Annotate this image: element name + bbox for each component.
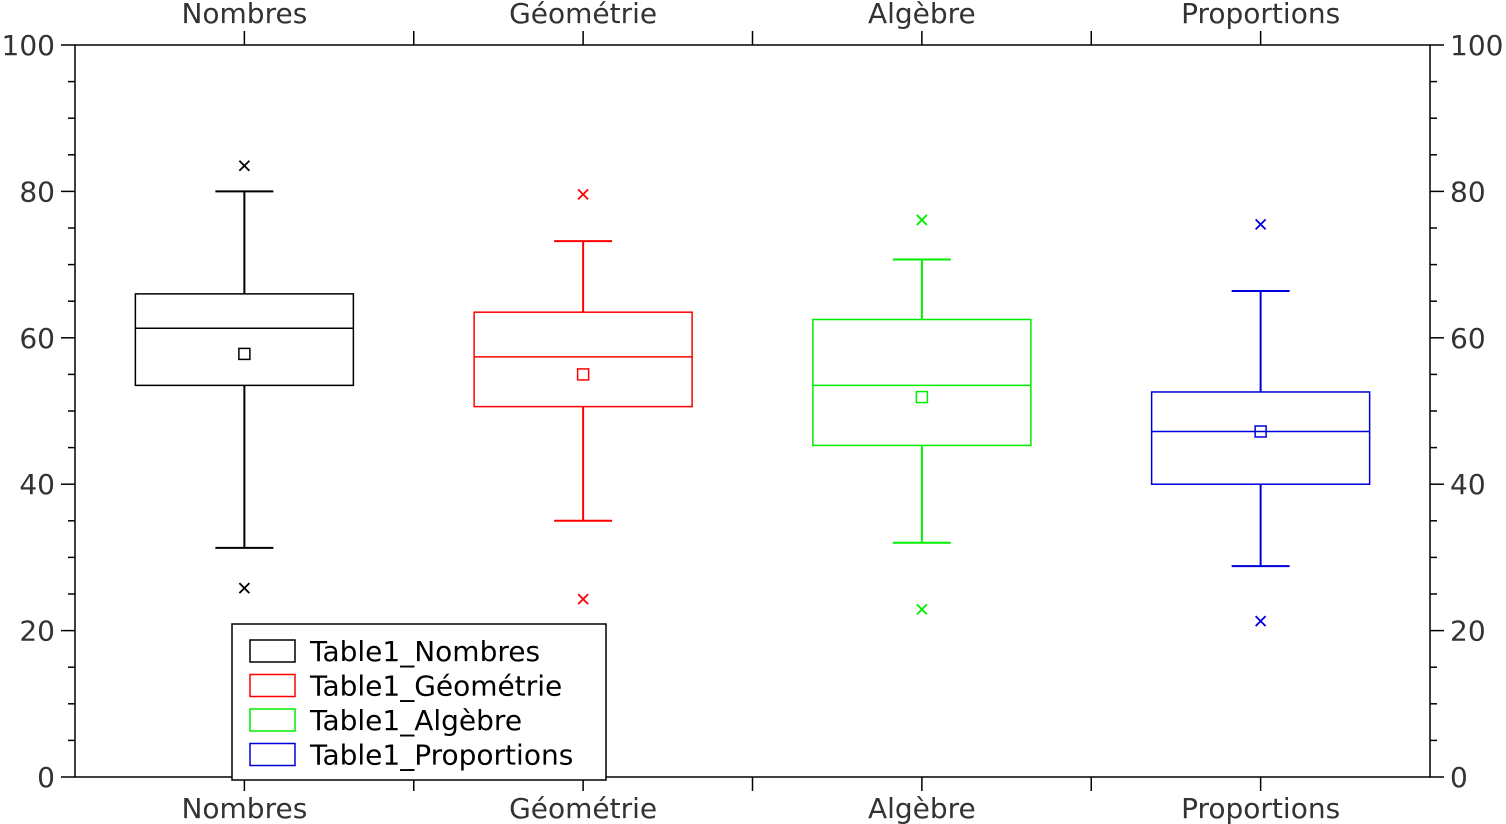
mean-marker: [1254, 425, 1267, 438]
y-tick-label-right: 60: [1450, 322, 1486, 355]
x-tick-label-top: Nombres: [181, 0, 307, 30]
box-series: [134, 160, 1371, 627]
x-tick-label-top: Géométrie: [509, 0, 657, 30]
y-tick-label-left: 100: [2, 29, 55, 62]
iqr-box: [134, 293, 355, 387]
mean-marker: [238, 347, 251, 361]
iqr-box: [812, 318, 1032, 447]
iqr-box: [1150, 391, 1371, 485]
y-tick-label-left: 60: [19, 322, 55, 355]
box-algèbre: [812, 214, 1032, 616]
box-nombres: [134, 160, 355, 594]
y-tick-label-left: 20: [19, 615, 55, 648]
x-tick-label-top: Proportions: [1181, 0, 1340, 30]
y-tick-label-left: 40: [19, 468, 55, 501]
legend-swatch: [249, 673, 296, 698]
legend-label: Table1_Algèbre: [309, 704, 522, 737]
legend: Table1_NombresTable1_GéométrieTable1_Alg…: [231, 623, 607, 781]
y-tick-label-right: 80: [1450, 175, 1486, 208]
outlier-marker: [1254, 218, 1267, 230]
legend-label: Table1_Proportions: [309, 739, 573, 772]
legend-swatch: [249, 708, 296, 732]
y-tick-label-right: 100: [1450, 29, 1503, 62]
outlier-marker: [1254, 615, 1267, 627]
y-tick-label-right: 20: [1450, 615, 1486, 648]
outlier-marker: [577, 188, 589, 200]
x-tick-label-bottom: Géométrie: [509, 792, 657, 824]
legend-swatch: [249, 742, 296, 767]
legend-label: Table1_Géométrie: [309, 670, 562, 703]
legend-label: Table1_Nombres: [309, 635, 540, 668]
x-tick-label-bottom: Nombres: [181, 792, 307, 824]
outlier-marker: [238, 582, 251, 594]
y-tick-label-right: 40: [1450, 468, 1486, 501]
y-tick-label-left: 80: [19, 175, 55, 208]
x-tick-label-bottom: Proportions: [1181, 792, 1340, 824]
y-tick-label-left: 0: [37, 761, 55, 794]
y-tick-label-right: 0: [1450, 761, 1468, 794]
outlier-marker: [916, 214, 928, 226]
outlier-marker: [238, 160, 251, 172]
box-proportions: [1150, 218, 1371, 627]
outlier-marker: [577, 593, 589, 605]
mean-marker: [915, 390, 929, 404]
x-tick-label-top: Algèbre: [868, 0, 976, 30]
outlier-marker: [916, 603, 928, 616]
legend-swatch: [249, 639, 296, 663]
box-géométrie: [473, 188, 693, 605]
mean-marker: [576, 368, 590, 381]
iqr-box: [473, 311, 693, 408]
x-tick-label-bottom: Algèbre: [868, 792, 976, 824]
